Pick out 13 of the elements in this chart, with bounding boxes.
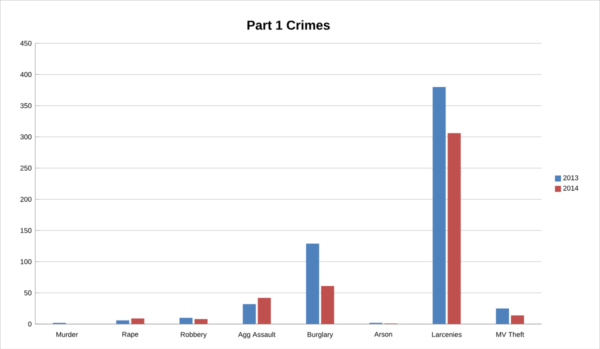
bar [116,320,130,324]
bar [258,298,271,324]
bar [131,318,144,324]
bar [432,86,446,324]
bar [306,243,320,324]
bar [510,315,524,324]
bar [496,308,509,324]
chart-title: Part 1 Crimes [247,20,330,30]
bar [194,318,208,324]
bar [448,133,461,324]
bar [242,304,256,324]
bar [179,318,193,324]
bar [321,286,334,324]
